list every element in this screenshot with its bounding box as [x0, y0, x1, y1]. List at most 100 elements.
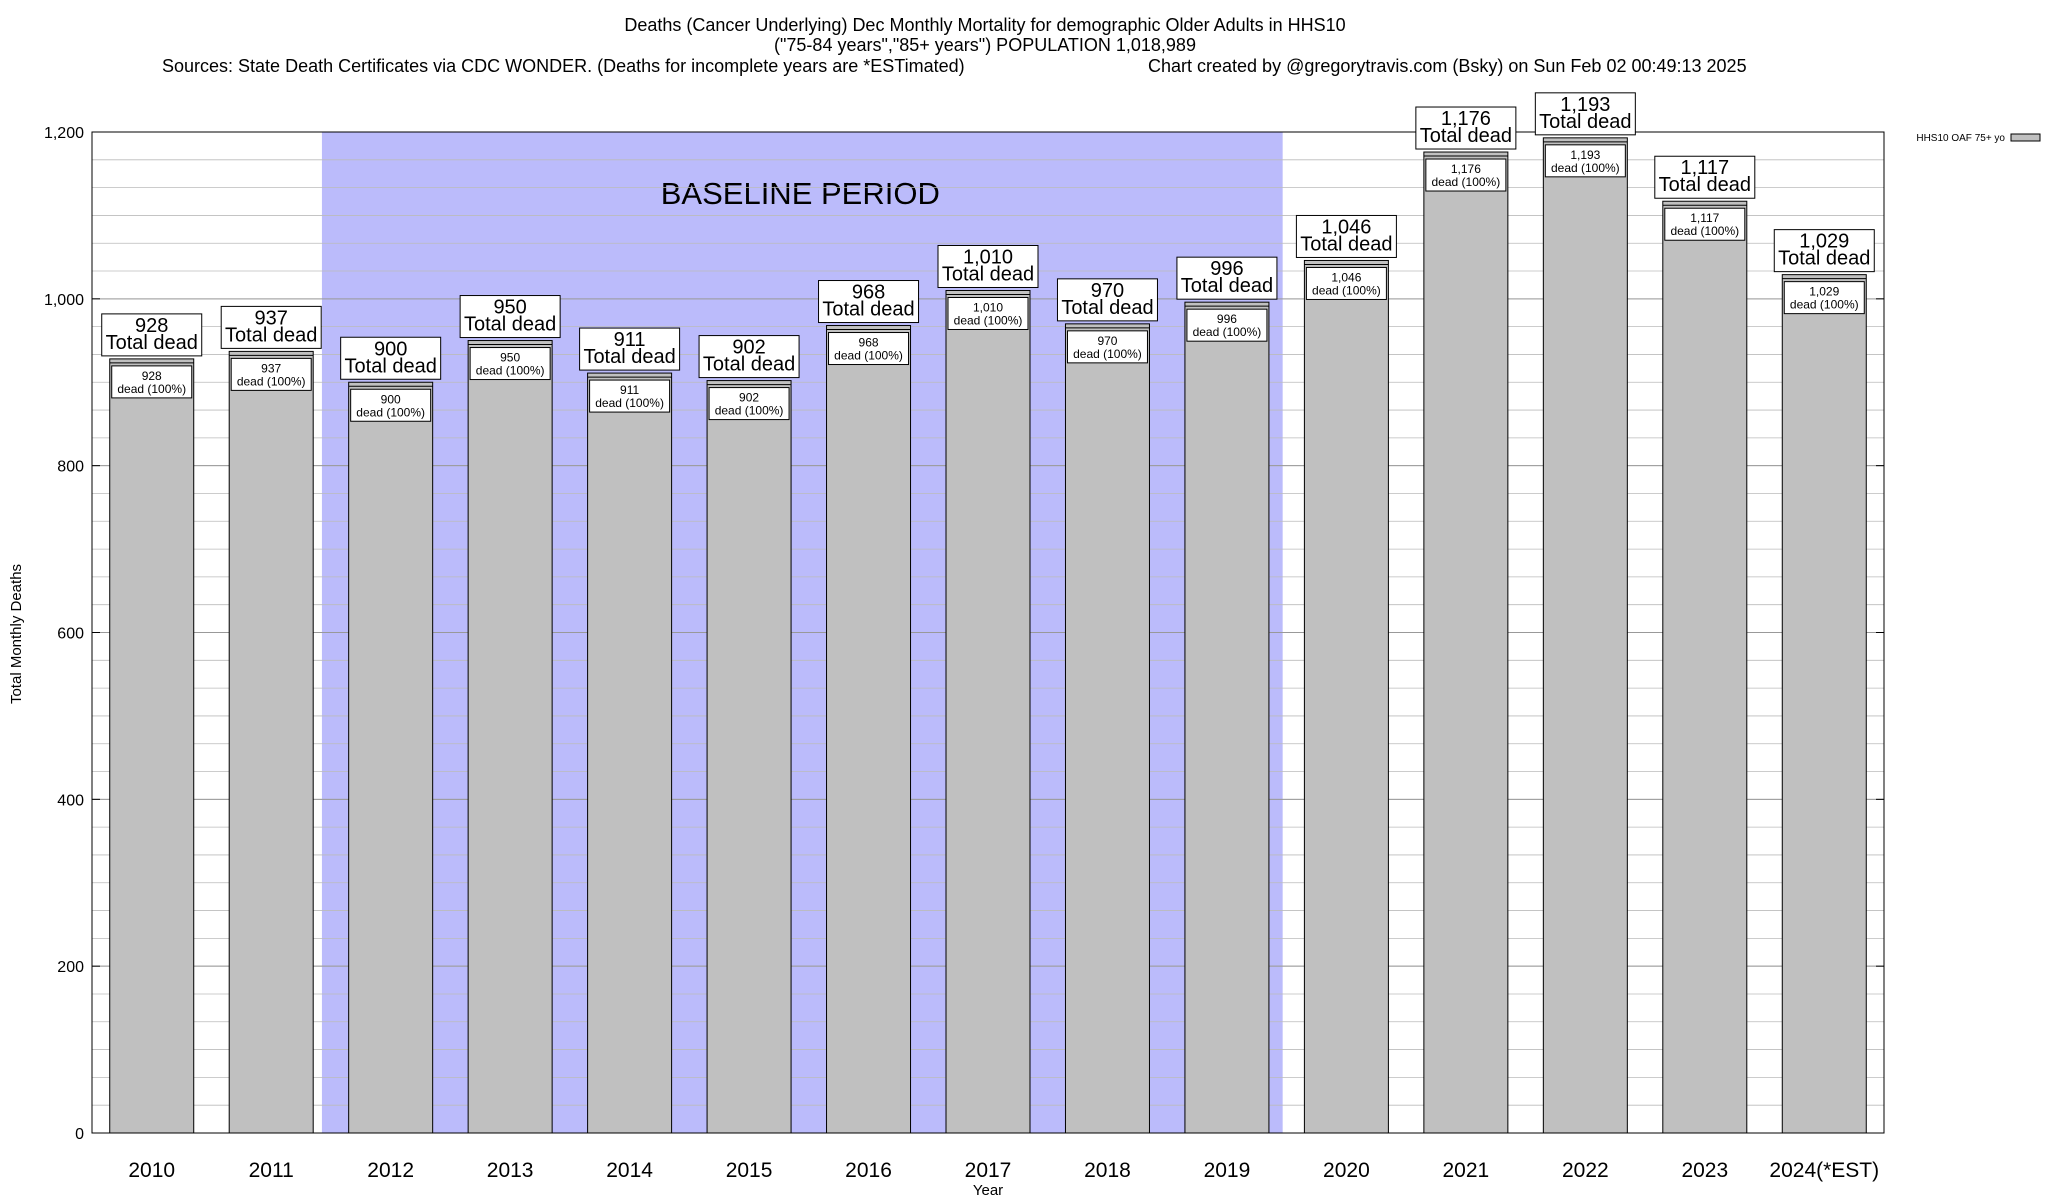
- inner-value-label: 950: [500, 351, 520, 365]
- inner-label-box: [230, 357, 312, 391]
- bars: [109, 137, 1867, 1134]
- inner-dead-label: dead (100%): [237, 374, 306, 388]
- inner-dead-label: dead (100%): [1551, 161, 1620, 175]
- total-dead-label: Total dead: [583, 346, 675, 368]
- bar: [1662, 200, 1748, 1134]
- x-tick-label: 2011: [249, 1159, 294, 1182]
- inner-label-box: [111, 365, 193, 399]
- total-label-box: [220, 305, 322, 349]
- total-label-box: [698, 335, 800, 379]
- inner-dead-label: dead (100%): [117, 382, 186, 396]
- bar: [1064, 323, 1150, 1134]
- total-dead-label: Total dead: [1061, 297, 1153, 319]
- bar: [1303, 259, 1389, 1134]
- x-tick-label: 2021: [1443, 1159, 1490, 1182]
- inner-value-label: 996: [1217, 312, 1237, 326]
- inner-label-box: [350, 388, 432, 422]
- total-label-box: [1773, 229, 1875, 273]
- total-dead-label: Total dead: [1659, 174, 1751, 196]
- bar: [109, 358, 195, 1134]
- total-label-box: [340, 336, 442, 380]
- y-tick-label: 0: [75, 1126, 84, 1143]
- bar: [1423, 151, 1509, 1134]
- total-value-label: 1,029: [1799, 231, 1849, 253]
- inner-dead-label: dead (100%): [1312, 283, 1381, 297]
- inner-label-box: [1305, 266, 1387, 300]
- inner-label-box: [469, 347, 551, 381]
- total-label-box: [1534, 92, 1636, 136]
- inner-dead-label: dead (100%): [954, 313, 1023, 327]
- inner-dead-label: dead (100%): [715, 404, 784, 418]
- inner-label-box: [828, 332, 910, 366]
- total-label-box: [1295, 214, 1397, 258]
- inner-label-box: [1425, 158, 1507, 192]
- total-dead-label: Total dead: [942, 263, 1034, 285]
- y-tick-label: 400: [57, 792, 84, 809]
- total-value-label: 996: [1210, 258, 1243, 280]
- total-dead-label: Total dead: [106, 332, 198, 354]
- total-dead-label: Total dead: [822, 299, 914, 321]
- x-tick-label: 2010: [128, 1159, 175, 1182]
- total-dead-label: Total dead: [225, 324, 317, 346]
- baseline-label: BASELINE PERIOD: [661, 176, 940, 211]
- x-tick-label: 2017: [965, 1159, 1012, 1182]
- legend-label: HHS10 OAF 75+ yo: [1916, 133, 2005, 144]
- bar: [1184, 301, 1270, 1134]
- inner-value-label: 1,010: [973, 300, 1003, 314]
- total-dead-label: Total dead: [1181, 275, 1273, 297]
- total-label-box: [101, 313, 203, 357]
- total-label-box: [1056, 278, 1158, 322]
- x-tick-label: 2015: [726, 1159, 773, 1182]
- legend-swatch: [2010, 133, 2041, 142]
- bar: [467, 340, 553, 1134]
- axes: 0 200 400 600 800 1,000 1,200 2010 2011 2012 2013 2…: [44, 125, 1885, 1182]
- inner-dead-label: dead (100%): [1790, 298, 1859, 312]
- inner-value-label: 1,176: [1451, 162, 1481, 176]
- total-dead-label: Total dead: [345, 355, 437, 377]
- inner-label-box: [1066, 330, 1148, 364]
- bar: [706, 380, 792, 1134]
- total-value-label: 1,117: [1681, 157, 1730, 179]
- total-dead-label: Total dead: [1300, 233, 1392, 255]
- inner-dead-label: dead (100%): [1432, 175, 1501, 189]
- total-value-label: 902: [732, 337, 765, 359]
- x-axis-label: Year: [973, 1182, 1003, 1199]
- inner-label-box: [947, 296, 1029, 330]
- total-value-label: 1,176: [1441, 108, 1491, 130]
- y-tick-label: 800: [57, 459, 84, 476]
- inner-label-box: [708, 387, 790, 421]
- bar: [228, 350, 314, 1134]
- inner-dead-label: dead (100%): [595, 396, 664, 410]
- inner-value-label: 902: [739, 391, 759, 405]
- inner-dead-label: dead (100%): [356, 405, 425, 419]
- inner-value-label: 970: [1097, 334, 1117, 348]
- inner-value-label: 928: [142, 369, 162, 383]
- total-value-label: 928: [135, 315, 168, 337]
- total-value-label: 950: [493, 297, 526, 319]
- x-tick-label: 2018: [1084, 1159, 1131, 1182]
- inner-value-label: 900: [381, 392, 401, 406]
- x-tick-label: 2016: [845, 1159, 892, 1182]
- inner-dead-label: dead (100%): [476, 364, 545, 378]
- chart-title-line-2: ("75-84 years","85+ years") POPULATION 1…: [774, 35, 1196, 55]
- inner-dead-label: dead (100%): [1073, 347, 1142, 361]
- bar: [348, 381, 434, 1134]
- total-value-label: 911: [614, 329, 646, 351]
- total-dead-label: Total dead: [703, 354, 795, 376]
- bar: [1781, 274, 1867, 1134]
- bar: [826, 325, 912, 1134]
- total-value-label: 1,010: [963, 246, 1013, 268]
- total-value-label: 1,046: [1321, 216, 1371, 238]
- total-label-box: [1415, 106, 1517, 150]
- total-dead-label: Total dead: [1420, 125, 1512, 147]
- inner-value-label: 1,117: [1690, 211, 1719, 225]
- total-dead-label: Total dead: [1778, 248, 1870, 270]
- y-tick-label: 1,200: [44, 125, 84, 142]
- total-dead-label: Total dead: [1539, 111, 1631, 133]
- inner-label-box: [1664, 207, 1746, 241]
- total-value-label: 1,193: [1560, 94, 1610, 116]
- total-value-label: 970: [1091, 280, 1124, 302]
- inner-value-label: 1,193: [1570, 148, 1600, 162]
